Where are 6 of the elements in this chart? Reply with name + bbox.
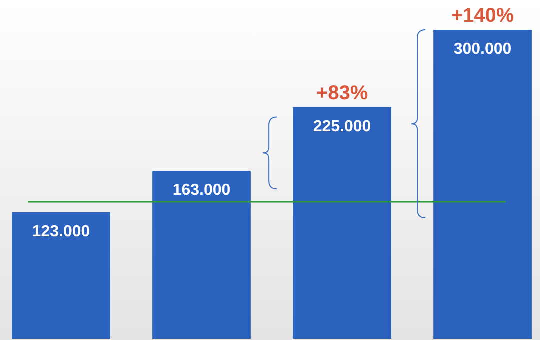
annotation: +83% xyxy=(316,82,368,104)
data-label: 225.000 xyxy=(313,118,372,136)
data-label: 123.000 xyxy=(32,223,90,240)
data-label: 163.000 xyxy=(172,182,231,200)
text: +140% xyxy=(451,5,514,27)
data-label: 300.000 xyxy=(454,41,512,58)
